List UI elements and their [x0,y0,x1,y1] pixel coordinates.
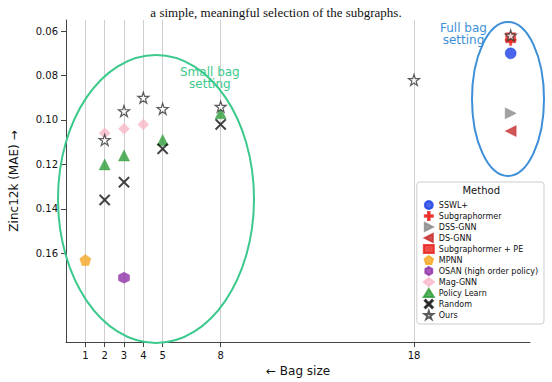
svg-text:a simple, meaningful selection: a simple, meaningful selection of the su… [150,5,401,20]
svg-text:DSS-GNN: DSS-GNN [439,223,477,232]
svg-text:1: 1 [82,350,88,361]
svg-text:Subgraphormer + PE: Subgraphormer + PE [439,245,523,254]
svg-text:2: 2 [101,350,107,361]
svg-text:Method: Method [462,185,500,196]
svg-text:Ours: Ours [439,311,458,320]
svg-text:0.08: 0.08 [36,70,58,81]
svg-text:OSAN (high order policy): OSAN (high order policy) [439,267,538,276]
svg-text:Mag-GNN: Mag-GNN [439,278,477,287]
svg-text:setting: setting [189,77,231,91]
svg-text:3: 3 [121,350,127,361]
svg-text:Small bag: Small bag [180,65,240,79]
svg-text:5: 5 [159,350,165,361]
svg-text:0.14: 0.14 [36,203,58,214]
svg-text:DS-GNN: DS-GNN [439,234,472,243]
svg-text:setting: setting [443,33,485,47]
svg-text:0.10: 0.10 [36,114,58,125]
svg-text:18: 18 [408,350,421,361]
svg-text:Random: Random [439,300,472,309]
svg-text:Subgraphormer: Subgraphormer [439,212,502,221]
svg-text:0.06: 0.06 [36,26,58,37]
svg-text:4: 4 [140,350,146,361]
svg-text:MPNN: MPNN [439,256,463,265]
svg-text:SSWL+: SSWL+ [439,201,468,210]
svg-text:Zinc12k (MAE) →: Zinc12k (MAE) → [7,130,21,231]
svg-text:Policy Learn: Policy Learn [439,289,487,298]
svg-text:0.12: 0.12 [36,159,58,170]
svg-text:0.16: 0.16 [36,248,58,259]
svg-text:8: 8 [217,350,223,361]
svg-text:← Bag size: ← Bag size [266,364,330,378]
svg-text:Full bag: Full bag [440,21,487,35]
